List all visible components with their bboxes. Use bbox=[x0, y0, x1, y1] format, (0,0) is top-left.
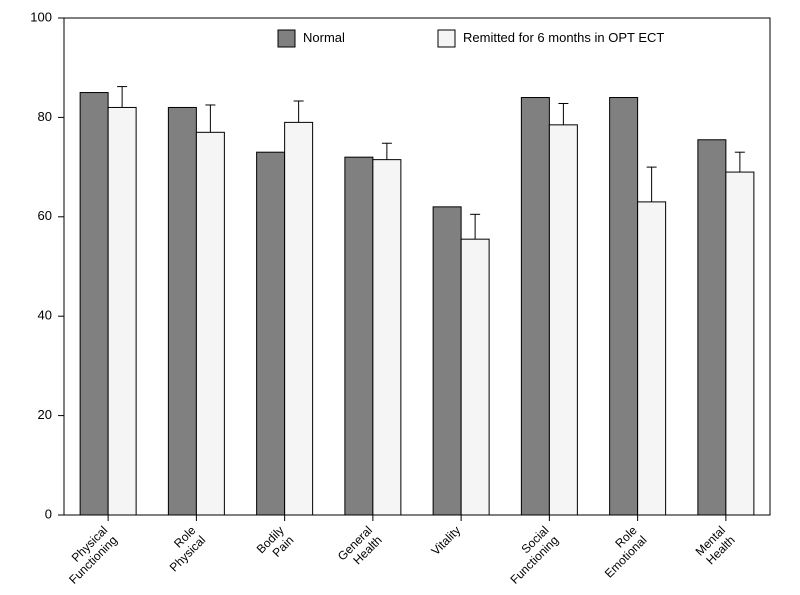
bar-normal bbox=[345, 157, 373, 515]
bar-normal bbox=[610, 98, 638, 515]
y-tick-label: 60 bbox=[38, 208, 52, 223]
bar-normal bbox=[698, 140, 726, 515]
bar-normal bbox=[80, 93, 108, 515]
y-tick-label: 0 bbox=[45, 506, 52, 521]
bar-remitted bbox=[461, 239, 489, 515]
bar-remitted bbox=[196, 132, 224, 515]
bar-normal bbox=[433, 207, 461, 515]
y-tick-label: 80 bbox=[38, 109, 52, 124]
bar-remitted bbox=[638, 202, 666, 515]
grouped-bar-chart: 020406080100PhysicalFunctioningRolePhysi… bbox=[0, 0, 800, 595]
bar-normal bbox=[257, 152, 285, 515]
bar-remitted bbox=[726, 172, 754, 515]
bar-remitted bbox=[108, 107, 136, 515]
y-tick-label: 20 bbox=[38, 407, 52, 422]
y-tick-label: 100 bbox=[30, 9, 52, 24]
legend-swatch-remitted bbox=[438, 30, 455, 47]
legend-swatch-normal bbox=[278, 30, 295, 47]
bar-remitted bbox=[373, 160, 401, 515]
legend-label-remitted: Remitted for 6 months in OPT ECT bbox=[463, 30, 664, 45]
y-tick-label: 40 bbox=[38, 308, 52, 323]
bar-remitted bbox=[285, 122, 313, 515]
bar-normal bbox=[168, 107, 196, 515]
bar-remitted bbox=[549, 125, 577, 515]
bar-normal bbox=[521, 98, 549, 515]
legend-label-normal: Normal bbox=[303, 30, 345, 45]
